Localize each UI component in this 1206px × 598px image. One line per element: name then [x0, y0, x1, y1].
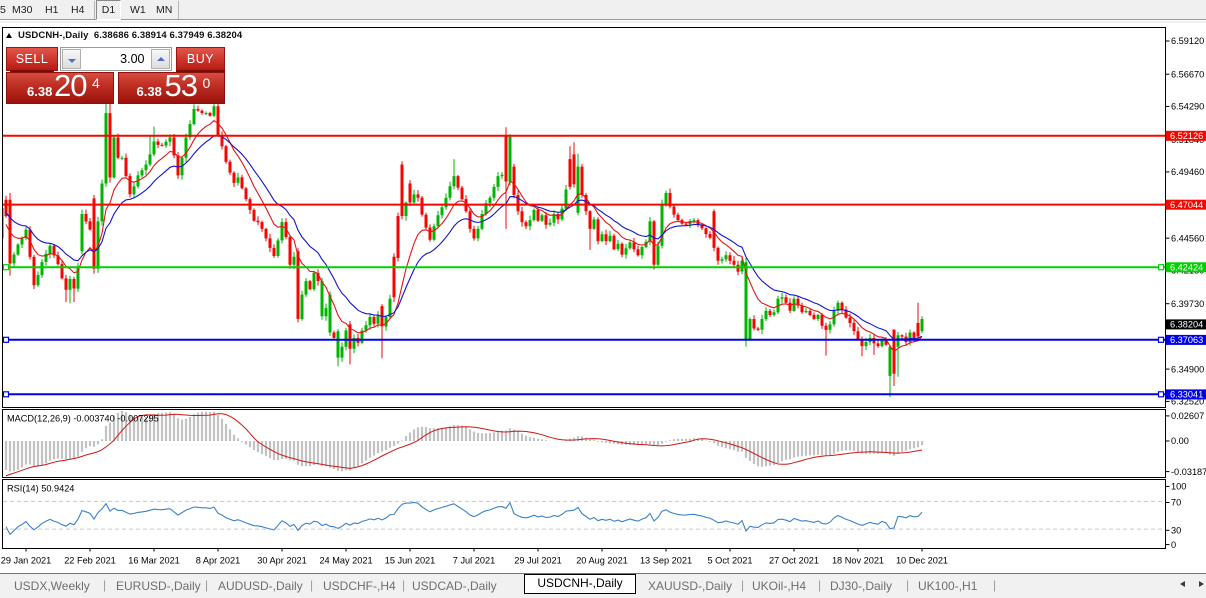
svg-text:30 Apr 2021: 30 Apr 2021 [257, 556, 307, 566]
svg-text:7 Jul 2021: 7 Jul 2021 [453, 556, 495, 566]
svg-text:6.52126: 6.52126 [1170, 131, 1203, 141]
svg-text:29 Jan 2021: 29 Jan 2021 [1, 556, 52, 566]
svg-text:6.47044: 6.47044 [1170, 200, 1203, 210]
svg-text:6.59120: 6.59120 [1171, 36, 1204, 46]
svg-text:6.49460: 6.49460 [1171, 167, 1204, 177]
svg-text:6.38204: 6.38204 [1170, 320, 1203, 330]
svg-text:6.44560: 6.44560 [1171, 233, 1204, 243]
svg-text:RSI(14) 50.9424: RSI(14) 50.9424 [7, 484, 74, 494]
svg-text:18 Nov 2021: 18 Nov 2021 [832, 556, 884, 566]
svg-text:6.54290: 6.54290 [1171, 102, 1204, 112]
svg-text:6.39730: 6.39730 [1171, 299, 1204, 309]
svg-text:MACD(12,26,9) -0.003740 -0.007: MACD(12,26,9) -0.003740 -0.007295 [7, 414, 159, 424]
svg-text:8 Apr 2021: 8 Apr 2021 [196, 556, 240, 566]
svg-text:10 Dec 2021: 10 Dec 2021 [896, 556, 948, 566]
svg-text:5 Oct 2021: 5 Oct 2021 [708, 556, 753, 566]
svg-text:100: 100 [1171, 482, 1186, 492]
svg-text:6.56670: 6.56670 [1171, 69, 1204, 79]
svg-text:27 Oct 2021: 27 Oct 2021 [769, 556, 819, 566]
svg-text:20 Aug 2021: 20 Aug 2021 [576, 556, 628, 566]
svg-text:24 May 2021: 24 May 2021 [319, 556, 372, 566]
svg-text:22 Feb 2021: 22 Feb 2021 [64, 556, 116, 566]
svg-text:30: 30 [1171, 526, 1181, 536]
svg-text:6.37063: 6.37063 [1170, 335, 1203, 345]
svg-text:-0.03187: -0.03187 [1171, 467, 1206, 477]
svg-text:0: 0 [1171, 540, 1176, 550]
svg-text:0.00: 0.00 [1171, 436, 1189, 446]
svg-text:6.42424: 6.42424 [1170, 263, 1203, 273]
svg-text:15 Jun 2021: 15 Jun 2021 [385, 556, 436, 566]
svg-text:0.02607: 0.02607 [1171, 411, 1204, 421]
svg-text:29 Jul 2021: 29 Jul 2021 [514, 556, 562, 566]
svg-text:6.34900: 6.34900 [1171, 364, 1204, 374]
svg-text:16 Mar 2021: 16 Mar 2021 [128, 556, 180, 566]
svg-text:6.33041: 6.33041 [1170, 390, 1203, 400]
svg-text:70: 70 [1171, 498, 1181, 508]
svg-text:13 Sep 2021: 13 Sep 2021 [640, 556, 692, 566]
svg-text:6.32520: 6.32520 [1171, 397, 1204, 407]
